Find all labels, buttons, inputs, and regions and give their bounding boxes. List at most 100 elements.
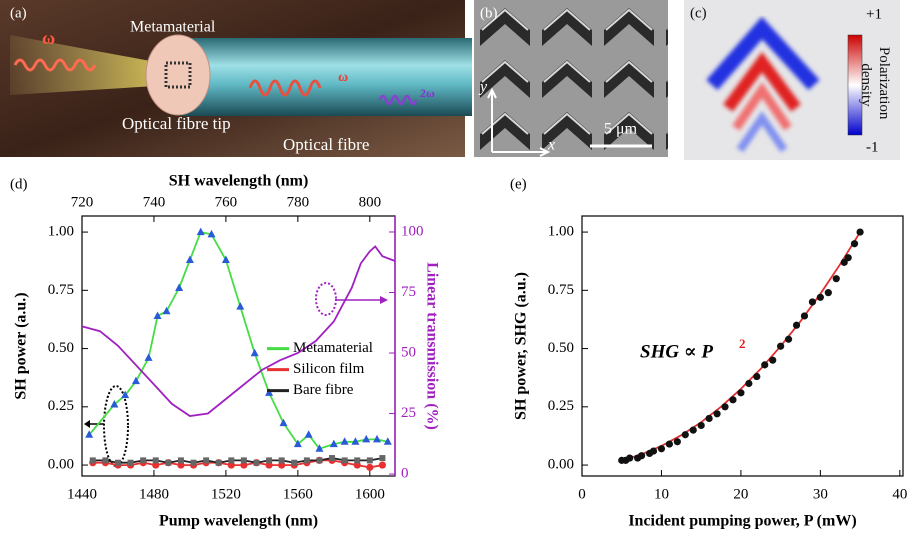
marker — [817, 294, 824, 301]
y2-tick-label: 100 — [401, 223, 424, 239]
marker — [856, 228, 863, 235]
panel-label: (e) — [510, 176, 527, 192]
marker — [216, 460, 222, 466]
y2-tick-label: 50 — [401, 344, 416, 360]
marker — [90, 457, 96, 463]
marker — [316, 457, 322, 463]
axis-label: y — [478, 79, 488, 96]
fibre-label: Optical fibre — [283, 135, 369, 154]
axis-label: x — [547, 137, 555, 154]
y-tick-label: 0.00 — [548, 456, 574, 472]
legend-label: Silicon film — [293, 361, 365, 377]
marker — [197, 228, 205, 236]
marker — [706, 415, 713, 422]
marker — [698, 422, 705, 429]
omega-label: ω — [42, 28, 55, 48]
marker — [342, 457, 348, 463]
arrowhead — [380, 296, 388, 304]
x-axis-label: Incident pumping power, P (mW) — [628, 513, 856, 530]
figure: (a) ω Metamaterial ω 2ω Optical fibre ti… — [0, 0, 912, 535]
marker — [305, 430, 313, 438]
marker — [367, 457, 373, 463]
x-axis-label: Pump wavelength (nm) — [159, 513, 318, 530]
y2-axis-label: Linear transmission (%) — [423, 262, 440, 430]
marker — [165, 460, 171, 466]
marker — [713, 410, 720, 417]
y-tick-label: 0.25 — [48, 398, 74, 414]
tip-label: Optical fibre tip — [122, 114, 231, 133]
marker — [851, 240, 858, 247]
marker — [845, 254, 852, 261]
panel-c: (c) Polarization density — [684, 0, 900, 160]
marker — [379, 461, 386, 468]
marker — [793, 322, 800, 329]
fibre-body — [182, 38, 472, 116]
legend-label: Bare fibre — [293, 382, 354, 398]
x-tick-label: 1560 — [283, 486, 313, 502]
x-tick-label: 1480 — [139, 486, 169, 502]
marker — [115, 460, 121, 466]
axis-title: SH wavelength (nm) — [169, 173, 309, 190]
y-axis-label: SH power, SHG (a.u.) — [513, 272, 530, 420]
marker — [638, 452, 645, 459]
marker — [354, 457, 360, 463]
legend-label: Metamaterial — [293, 340, 373, 356]
marker — [785, 336, 792, 343]
marker — [658, 445, 665, 452]
marker — [721, 403, 728, 410]
x-tick-label: 30 — [813, 486, 828, 502]
metamaterial-label: Metamaterial — [130, 19, 216, 36]
marker — [186, 256, 194, 264]
marker — [777, 343, 784, 350]
marker — [102, 457, 108, 463]
x2-tick-label: 760 — [215, 194, 238, 210]
panel-a: (a) ω Metamaterial ω 2ω Optical fibre ti… — [0, 0, 472, 157]
marker — [153, 457, 159, 463]
panel-b: (b) y x 5 μm — [474, 0, 668, 157]
marker — [228, 457, 234, 463]
omega-label: ω — [338, 70, 348, 85]
marker — [666, 440, 673, 447]
x2-tick-label: 780 — [287, 194, 310, 210]
marker — [737, 389, 744, 396]
x2-tick-label: 720 — [71, 194, 94, 210]
colorbar-tick-label: -1 — [866, 139, 879, 155]
marker — [291, 460, 297, 466]
y2-tick-label: 75 — [401, 284, 416, 300]
marker — [329, 455, 335, 461]
marker — [175, 283, 183, 291]
marker — [279, 457, 285, 463]
panel-label: (b) — [480, 5, 498, 21]
marker — [825, 289, 832, 296]
marker — [253, 460, 259, 466]
y-tick-label: 1.00 — [48, 224, 74, 240]
x-tick-label: 0 — [578, 486, 586, 502]
x-tick-label: 20 — [733, 486, 748, 502]
marker — [251, 349, 259, 357]
marker — [809, 298, 816, 305]
marker — [128, 460, 134, 466]
y-axis-label: SH power (a.u.) — [13, 292, 30, 399]
panel-label: (c) — [690, 5, 707, 21]
marker — [236, 302, 244, 310]
x-tick-label: 10 — [654, 486, 669, 502]
y-tick-label: 0.25 — [548, 398, 574, 414]
colorbar-label-line: density — [858, 63, 874, 107]
marker — [761, 361, 768, 368]
dotted-ellipse — [316, 283, 336, 315]
annotation: SHG ∝ P — [640, 341, 713, 362]
marker — [753, 373, 760, 380]
marker — [745, 380, 752, 387]
marker — [769, 357, 776, 364]
y-tick-label: 0.75 — [548, 282, 574, 298]
y2-tick-label: 0 — [401, 466, 409, 482]
scale-label: 5 μm — [604, 121, 638, 138]
x-tick-label: 1440 — [67, 486, 97, 502]
sh-label: 2ω — [420, 86, 435, 100]
colorbar-tick-label: +1 — [866, 6, 882, 22]
panel-label: (d) — [10, 176, 28, 192]
x-tick-label: 1520 — [211, 486, 241, 502]
marker — [833, 275, 840, 282]
colorbar-label-line: Polarization — [876, 47, 892, 120]
y-tick-label: 1.00 — [548, 224, 574, 240]
